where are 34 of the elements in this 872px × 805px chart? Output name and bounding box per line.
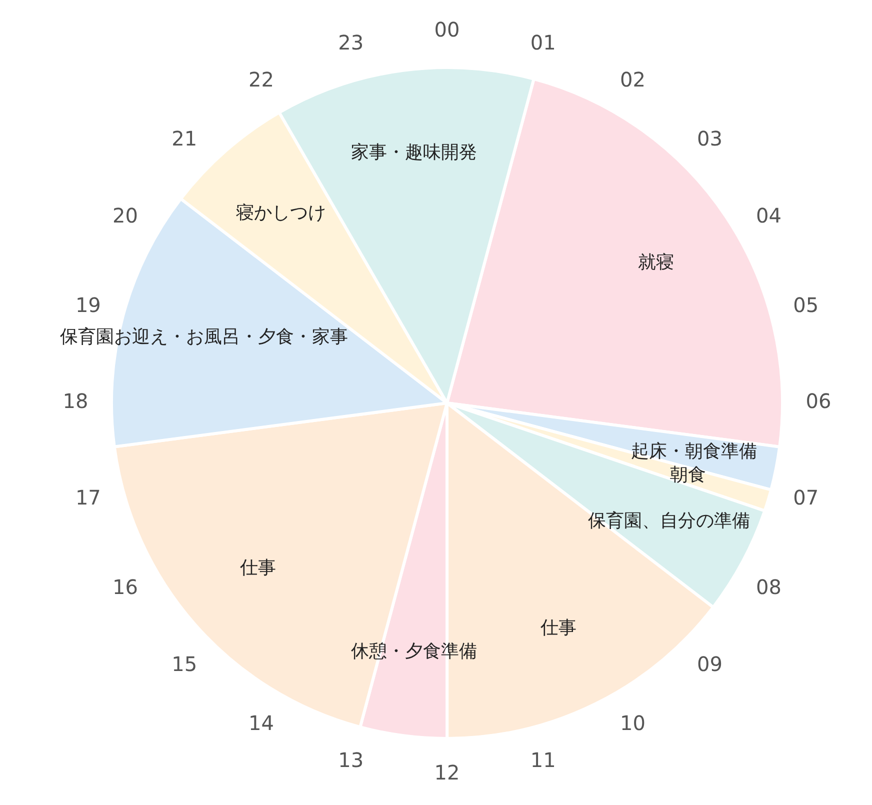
text: 14 bbox=[248, 710, 274, 735]
text: 11 bbox=[530, 748, 556, 772]
slice-label: 保育園お迎え・お風呂・夕食・家事 bbox=[60, 326, 348, 348]
text: 01 bbox=[530, 30, 556, 54]
slice-label: 寝かしつけ bbox=[236, 202, 326, 224]
text: 02 bbox=[620, 67, 646, 92]
text: 18 bbox=[62, 389, 88, 414]
text: 09 bbox=[696, 652, 722, 676]
text: 03 bbox=[696, 126, 722, 151]
text: 10 bbox=[620, 710, 646, 735]
text: 05 bbox=[793, 293, 819, 318]
text: 15 bbox=[172, 652, 198, 676]
text: 20 bbox=[112, 203, 138, 228]
slice-label: 仕事 bbox=[238, 558, 276, 579]
text: 06 bbox=[806, 389, 832, 414]
slice-label: 休憩・夕食準備 bbox=[351, 641, 478, 662]
slice-label: 就寝 bbox=[638, 252, 674, 273]
slice-label: 朝食 bbox=[670, 464, 706, 486]
text: 00 bbox=[434, 18, 460, 42]
text: 22 bbox=[248, 67, 274, 92]
text: 13 bbox=[338, 748, 364, 772]
slice-label: 保育園、自分の準備 bbox=[588, 510, 750, 532]
text: 08 bbox=[756, 574, 782, 599]
slice-label: 起床・朝食準備 bbox=[630, 440, 757, 462]
text: 12 bbox=[434, 760, 460, 785]
slice-label: 仕事 bbox=[539, 617, 576, 638]
text: 04 bbox=[756, 203, 782, 228]
text: 17 bbox=[75, 485, 101, 510]
slice-label: 家事・趣味開発 bbox=[351, 142, 478, 164]
text: 19 bbox=[75, 293, 101, 318]
text: 16 bbox=[112, 574, 138, 599]
text: 21 bbox=[172, 126, 198, 151]
text: 23 bbox=[338, 30, 364, 54]
text: 07 bbox=[793, 485, 819, 510]
